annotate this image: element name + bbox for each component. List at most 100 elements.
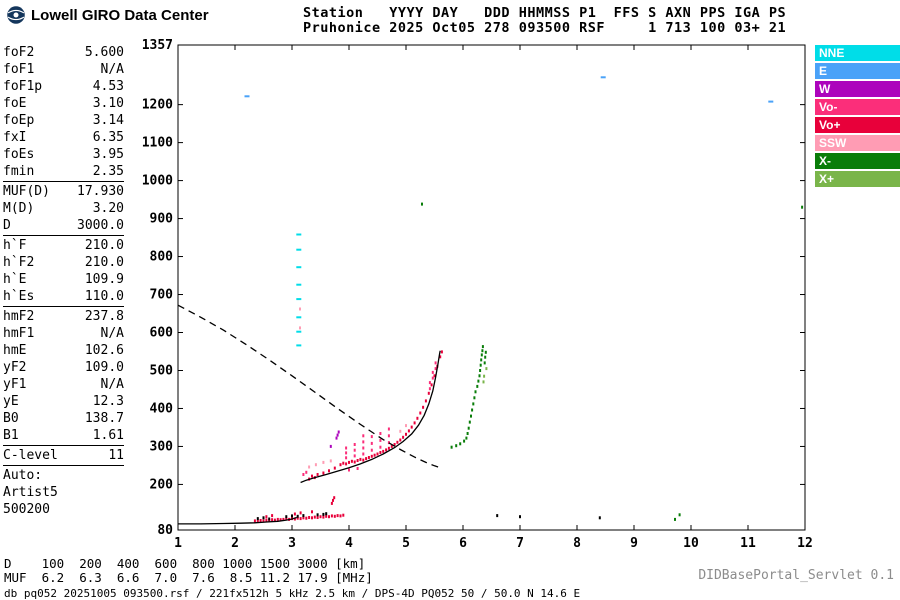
- legend-item-e: E: [815, 63, 900, 79]
- param-row: fmin 2.35: [3, 163, 124, 180]
- param-row: MUF(D) 17.930: [3, 183, 124, 200]
- y-tick-label: 300: [150, 439, 174, 454]
- param-label: h`F: [3, 238, 27, 253]
- curve-muf-transmission-curve: [177, 304, 441, 469]
- param-label: D: [3, 218, 11, 233]
- param-value: 3.14: [92, 113, 124, 128]
- param-value: 2.35: [92, 164, 124, 179]
- param-value: 102.6: [84, 343, 124, 358]
- param-row: foEs 3.95: [3, 146, 124, 163]
- series-f-trace-w: [329, 430, 340, 448]
- x-tick-label: 3: [288, 536, 296, 551]
- y-tick-label: 400: [150, 401, 174, 416]
- param-label: fxI: [3, 130, 27, 145]
- param-label: h`E: [3, 272, 27, 287]
- param-value: 5.600: [84, 45, 124, 60]
- param-label: foEp: [3, 113, 35, 128]
- param-row: M(D) 3.20: [3, 200, 124, 217]
- param-label: B1: [3, 428, 19, 443]
- param-label: foF2: [3, 45, 35, 60]
- x-tick-label: 4: [345, 536, 353, 551]
- y-tick-label: 800: [150, 250, 174, 265]
- series-noise-black: [496, 514, 601, 520]
- param-label: foEs: [3, 147, 35, 162]
- param-label: h`F2: [3, 255, 35, 270]
- brand: Lowell GIRO Data Center: [6, 5, 209, 25]
- param-value: 3.10: [92, 96, 124, 111]
- param-separator: [3, 235, 124, 236]
- param-row: foEp 3.14: [3, 112, 124, 129]
- series-noise-green: [421, 202, 804, 521]
- series-noise-e: [244, 76, 774, 103]
- x-tick-label: 6: [459, 536, 467, 551]
- y-tick-label: 1357: [142, 38, 173, 53]
- param-label: MUF(D): [3, 184, 50, 199]
- y-tick-label: 1200: [142, 98, 173, 113]
- x-tick-label: 12: [797, 536, 813, 551]
- param-row: yE 12.3: [3, 393, 124, 410]
- param-label: foF1: [3, 62, 35, 77]
- param-label: hmE: [3, 343, 27, 358]
- param-row: hmE 102.6: [3, 342, 124, 359]
- param-row: foF1 N/A: [3, 61, 124, 78]
- param-value: 237.8: [84, 309, 124, 324]
- param-value: 11: [108, 448, 124, 463]
- param-row: h`F2 210.0: [3, 254, 124, 271]
- param-label: hmF2: [3, 309, 35, 324]
- data-file-status-line: db pq052 20251005 093500.rsf / 221fx512h…: [4, 587, 581, 600]
- y-axis: 80 200 300 400 500 600 700 800 900 1000 1100 1200 13…: [142, 38, 805, 538]
- param-row: yF1 N/A: [3, 376, 124, 393]
- series-x-trace-plus: [482, 367, 488, 384]
- autoscaling-info-line: Auto:: [3, 468, 43, 483]
- param-value: 210.0: [84, 238, 124, 253]
- x-tick-label: 9: [630, 536, 638, 551]
- param-value: 4.53: [92, 79, 124, 94]
- param-value: N/A: [100, 377, 124, 392]
- series-f-spread: [302, 361, 437, 476]
- legend-item-w: W: [815, 81, 900, 97]
- y-tick-label: 1000: [142, 174, 173, 189]
- series-f-trace-ssw: [299, 307, 407, 469]
- legend-item-ssw: SSW: [815, 135, 900, 151]
- param-label: C-level: [3, 448, 58, 463]
- param-value: 12.3: [92, 394, 124, 409]
- param-row: foF2 5.600: [3, 44, 124, 61]
- y-tick-label: 1100: [142, 136, 173, 151]
- curve-fitted-profile-f: [300, 350, 441, 484]
- param-row: B1 1.61: [3, 427, 124, 444]
- param-row: B0 138.7: [3, 410, 124, 427]
- param-label: B0: [3, 411, 19, 426]
- series-x-trace: [450, 345, 487, 449]
- x-tick-label: 11: [740, 536, 756, 551]
- param-row: h`E 109.9: [3, 271, 124, 288]
- param-separator: [3, 181, 124, 182]
- legend-item-x-: X-: [815, 153, 900, 169]
- param-value: 109.9: [84, 272, 124, 287]
- param-separator: [3, 306, 124, 307]
- series-es-trace-black: [256, 512, 328, 521]
- param-value: 1.61: [92, 428, 124, 443]
- param-label: yF2: [3, 360, 27, 375]
- legend-item-vo-: Vo-: [815, 99, 900, 115]
- station-header-labels: Station YYYY DAY DDD HHMMSS P1 FFS S AXN…: [303, 5, 787, 21]
- y-tick-label: 200: [150, 477, 174, 492]
- param-value: 110.0: [84, 289, 124, 304]
- param-value: 210.0: [84, 255, 124, 270]
- param-value: 3.20: [92, 201, 124, 216]
- param-row: hmF1 N/A: [3, 325, 124, 342]
- param-value: N/A: [100, 326, 124, 341]
- legend-item-vo+: Vo+: [815, 117, 900, 133]
- series-es-trace-o: [253, 496, 345, 523]
- param-value: 3.95: [92, 147, 124, 162]
- echo-legend: NNE E W Vo- Vo+ SSW X- X+: [815, 45, 900, 189]
- autoscaling-info-line: 500200: [3, 502, 50, 517]
- param-row: fxI 6.35: [3, 129, 124, 146]
- y-tick-label: 700: [150, 288, 174, 303]
- param-label: yF1: [3, 377, 27, 392]
- param-separator: [3, 445, 124, 446]
- param-row: C-level 11: [3, 447, 124, 464]
- y-tick-label: 80: [157, 523, 173, 538]
- curve-fitted-profile-e: [178, 516, 297, 525]
- x-tick-label: 1: [174, 536, 182, 551]
- param-value: 3000.0: [77, 218, 124, 233]
